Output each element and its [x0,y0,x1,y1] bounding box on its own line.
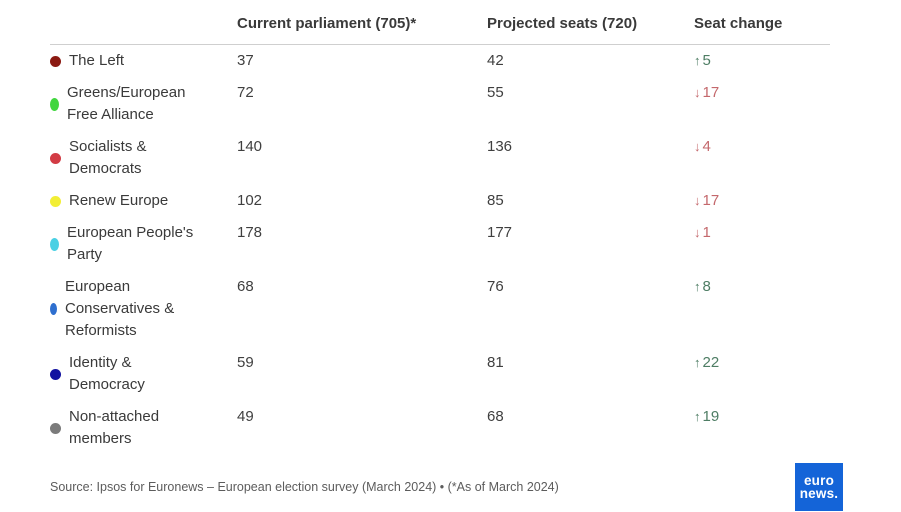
party-label: Socialists & Democrats [69,138,147,177]
seat-change-value: ↓ 4 [694,136,830,158]
table-header-row: Current parliament (705)* Projected seat… [50,14,830,45]
seat-change-number: 8 [702,278,711,295]
seat-change-number: 17 [702,192,720,209]
party-label: European People's Party [67,224,194,263]
party-color-dot [50,303,57,315]
seat-change-value: ↓ 17 [694,82,830,104]
seat-change-value: ↑ 8 [694,276,830,298]
party-label: Greens/European Free Alliance [67,84,186,123]
seat-projection-table: Current parliament (705)* Projected seat… [50,14,843,511]
seat-change-number: 22 [702,354,720,371]
current-seats-value: 140 [237,138,263,155]
column-header-projected-seats: Projected seats (720) [487,15,638,32]
projected-seats-value: 81 [487,354,504,371]
party-cell: Non-attached members [50,406,237,450]
table-row: Non-attached members 49 68 ↑ 19 [50,401,830,455]
current-seats-value: 37 [237,52,254,69]
seat-change-value: ↓ 1 [694,222,830,244]
party-label: The Left [69,52,125,69]
table-row: Greens/European Free Alliance 72 55 ↓ 17 [50,77,830,131]
current-seats-value: 59 [237,354,254,371]
party-label: Non-attached members [69,408,160,447]
projected-seats-value: 136 [487,138,513,155]
party-color-dot [50,195,61,207]
table-row: Renew Europe 102 85 ↓ 17 [50,185,830,217]
table-row: The Left 37 42 ↑ 5 [50,45,830,77]
current-seats-value: 49 [237,408,254,425]
current-seats-value: 178 [237,224,263,241]
party-color-dot [50,368,61,380]
arrow-down-icon: ↓ [694,225,701,240]
projected-seats-value: 55 [487,84,504,101]
party-label: Identity & Democracy [69,354,145,393]
euronews-logo-line2: news. [799,486,839,501]
party-cell: The Left [50,50,237,72]
table-row: European Conservatives & Reformists 68 7… [50,271,830,347]
column-header-seat-change: Seat change [694,15,783,32]
projected-seats-value: 42 [487,52,504,69]
arrow-up-icon: ↑ [694,53,701,68]
current-seats-value: 102 [237,192,263,209]
party-cell: Renew Europe [50,190,237,212]
table-row: Socialists & Democrats 140 136 ↓ 4 [50,131,830,185]
projected-seats-value: 177 [487,224,513,241]
seat-change-number: 4 [702,138,711,155]
source-text: Source: Ipsos for Euronews – European el… [50,480,559,494]
party-color-dot [50,237,59,251]
current-seats-value: 68 [237,278,254,295]
party-color-dot [50,422,61,434]
party-label: European Conservatives & Reformists [65,278,175,339]
column-header-current-parliament: Current parliament (705)* [237,15,417,32]
seat-change-value: ↑ 19 [694,406,830,428]
arrow-down-icon: ↓ [694,139,701,154]
projected-seats-value: 76 [487,278,504,295]
party-cell: Identity & Democracy [50,352,237,396]
seat-change-value: ↑ 22 [694,352,830,374]
arrow-up-icon: ↑ [694,409,701,424]
euronews-logo: euro news. [795,463,843,511]
table-row: Identity & Democracy 59 81 ↑ 22 [50,347,830,401]
current-seats-value: 72 [237,84,254,101]
table-row: European People's Party 178 177 ↓ 1 [50,217,830,271]
seat-change-number: 19 [702,408,720,425]
party-cell: European Conservatives & Reformists [50,276,237,342]
projected-seats-value: 68 [487,408,504,425]
party-color-dot [50,55,61,67]
party-color-dot [50,152,61,164]
party-cell: Socialists & Democrats [50,136,237,180]
arrow-up-icon: ↑ [694,355,701,370]
arrow-down-icon: ↓ [694,85,701,100]
seat-change-number: 17 [702,84,720,101]
seat-change-value: ↑ 5 [694,50,830,72]
projected-seats-value: 85 [487,192,504,209]
party-label: Renew Europe [69,192,169,209]
seat-change-number: 5 [702,52,711,69]
arrow-up-icon: ↑ [694,279,701,294]
footer: Source: Ipsos for Euronews – European el… [50,463,843,511]
party-cell: European People's Party [50,222,237,266]
euronews-logo-line1: euro [803,473,835,488]
seat-change-number: 1 [702,224,711,241]
seat-change-value: ↓ 17 [694,190,830,212]
party-color-dot [50,97,59,111]
arrow-down-icon: ↓ [694,193,701,208]
party-cell: Greens/European Free Alliance [50,82,237,126]
